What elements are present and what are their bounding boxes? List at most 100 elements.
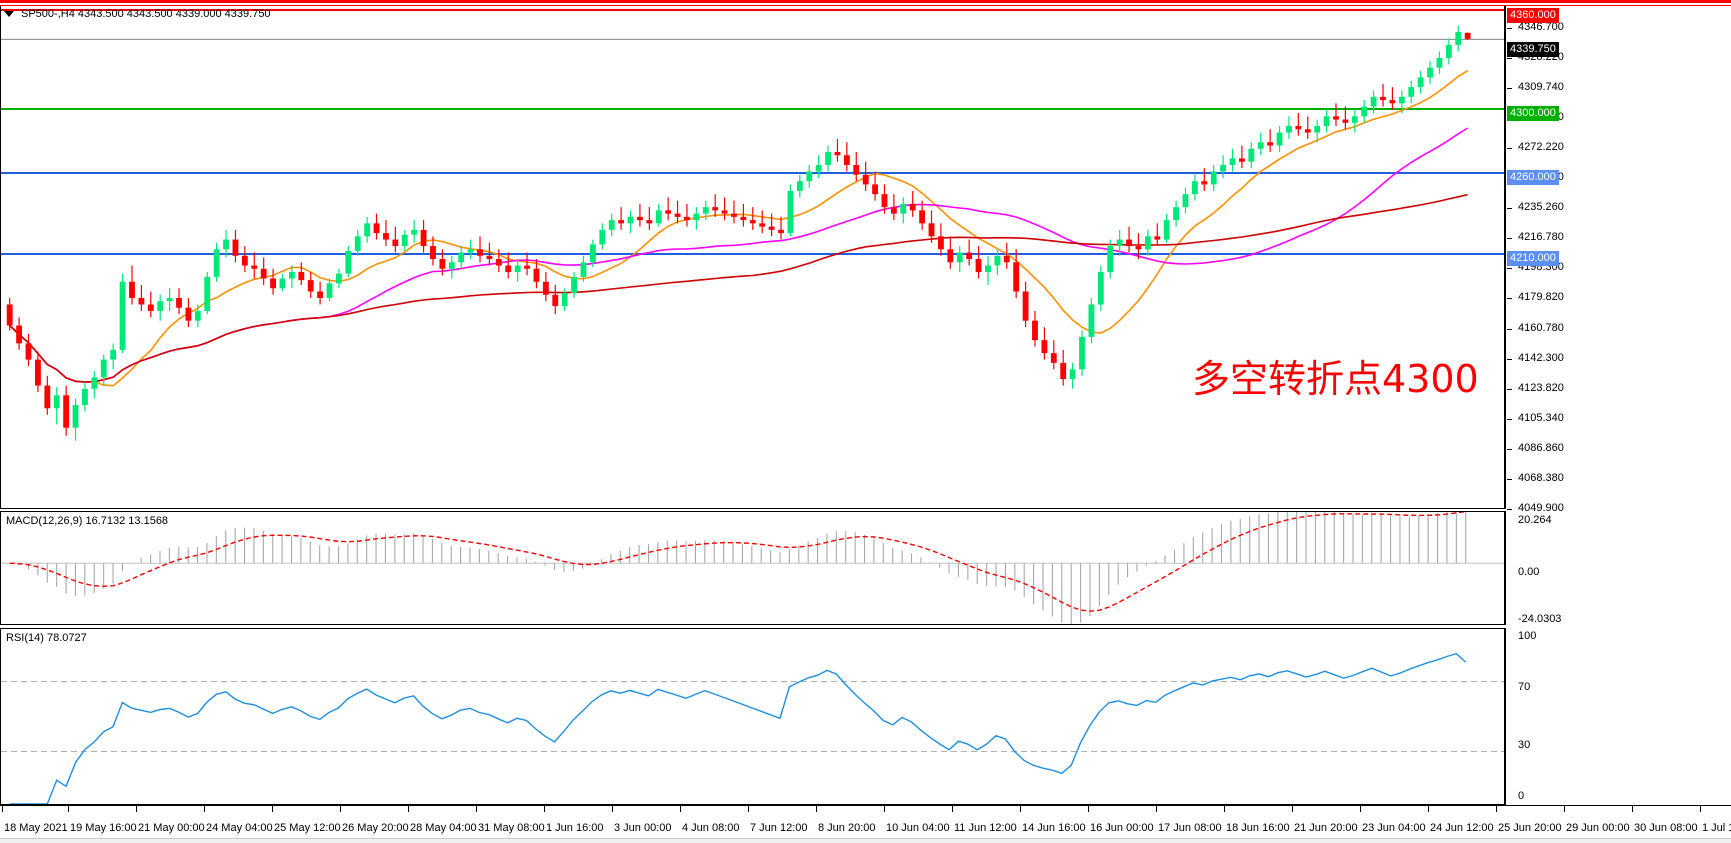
time-axis-tick (680, 806, 681, 812)
time-axis-label: 1 Jun 16:00 (546, 822, 604, 834)
candle-body (956, 252, 963, 263)
time-axis-tick (340, 806, 341, 812)
candle-body (928, 223, 935, 237)
candle-body (900, 203, 907, 214)
candle-body (110, 349, 117, 360)
candle-body (919, 210, 926, 224)
level-line-4210.000[interactable] (1, 253, 1504, 255)
candle-body (627, 216, 634, 224)
candle-body (44, 385, 51, 409)
price-axis-label: 4309.740 (1518, 80, 1564, 93)
price-axis-label: 4216.780 (1518, 231, 1564, 244)
time-axis-label: 17 Jun 08:00 (1158, 822, 1222, 834)
candle-body (223, 239, 229, 250)
candle-body (843, 155, 850, 165)
candle-body (1144, 236, 1151, 250)
price-axis-label: 4235.260 (1518, 201, 1564, 214)
candle-body (1022, 291, 1029, 321)
level-line-4300.000[interactable] (1, 108, 1504, 110)
candle-body (1286, 126, 1292, 133)
candle-body (298, 272, 305, 281)
candle-body (317, 291, 324, 298)
candle-body (1333, 116, 1339, 120)
price-plot-area[interactable] (1, 6, 1504, 508)
chart-title-bar: SP500-,H4 4343.500 4343.500 4339.000 433… (4, 8, 271, 20)
rsi-axis-label: 70 (1518, 681, 1531, 693)
macd-title: MACD(12,26,9) 16.7132 13.1568 (6, 515, 169, 527)
price-tag-4210.000[interactable]: 4210.000 (1507, 251, 1559, 266)
price-axis-label: 4179.820 (1518, 291, 1564, 304)
rsi-plot-area (1, 629, 1504, 804)
time-axis-tick (1020, 806, 1021, 812)
price-tag-4260.000[interactable]: 4260.000 (1507, 170, 1559, 185)
candle-body (1464, 32, 1471, 39)
candle-body (825, 151, 831, 165)
triangle-down-icon[interactable] (4, 11, 14, 17)
candle-body (1097, 272, 1104, 305)
time-axis-label: 14 Jun 16:00 (1022, 822, 1086, 834)
candle-body (665, 210, 672, 214)
candle-body (354, 236, 361, 251)
price-annotation-text: 多空转折点4300 (1192, 357, 1479, 401)
candle-body (740, 216, 747, 221)
candle-body (373, 223, 380, 234)
price-axis[interactable]: 4346.7004328.2204309.7404291.2604272.220… (1505, 6, 1731, 514)
candle-body (589, 244, 596, 263)
price-tag-4300.000[interactable]: 4300.000 (1507, 106, 1559, 121)
time-axis-label: 31 May 08:00 (478, 822, 545, 834)
time-axis-label: 29 Jun 00:00 (1566, 822, 1630, 834)
candle-body (1351, 116, 1358, 123)
rsi-axis-label: 0 (1518, 790, 1525, 802)
axis-tick (1507, 87, 1512, 89)
axis-tick (1507, 449, 1512, 451)
candle-body (1210, 171, 1217, 185)
rsi-axis: 100 70 30 0 (1505, 628, 1731, 805)
candle-body (288, 272, 295, 279)
time-axis-tick (408, 806, 409, 812)
level-line-4260.000[interactable] (1, 172, 1504, 174)
time-axis-tick (272, 806, 273, 812)
time-axis-label: 1 Jul 16:00 (1702, 822, 1731, 834)
macd-plot-area (1, 512, 1504, 624)
axis-tick (1507, 268, 1512, 270)
price-panel[interactable] (0, 6, 1505, 509)
candle-body (1445, 44, 1452, 58)
price-tag-4339.750[interactable]: 4339.750 (1507, 42, 1559, 57)
rsi-title: RSI(14) 78.0727 (6, 632, 87, 644)
candle-body (1267, 142, 1274, 146)
time-axis-label: 18 May 2021 (4, 822, 68, 834)
time-axis-label: 18 Jun 16:00 (1226, 822, 1290, 834)
candle-body (100, 359, 107, 378)
time-axis[interactable]: 18 May 2021 19 May 16:00 21 May 00:00 24 Ma… (0, 805, 1731, 843)
candle-body (1220, 164, 1227, 172)
candle-body (129, 281, 135, 298)
candle-body (345, 250, 352, 274)
candle-body (1257, 142, 1264, 149)
candle-body (53, 395, 60, 409)
axis-tick (1507, 509, 1512, 510)
time-axis-tick (952, 806, 953, 812)
macd-panel[interactable]: MACD(12,26,9) 16.7132 13.1568 (0, 511, 1505, 625)
candle-body (542, 281, 549, 295)
candle-body (1436, 57, 1443, 68)
time-axis-tick (748, 806, 749, 812)
axis-tick (1507, 419, 1512, 421)
candle-body (524, 265, 530, 269)
axis-tick (1507, 57, 1512, 59)
candle-body (25, 343, 32, 360)
candle-body (890, 207, 897, 214)
candle-body (580, 262, 587, 277)
candle-body (947, 249, 954, 263)
candle-body (467, 249, 474, 253)
price-tag-4360.000[interactable]: 4360.000 (1507, 8, 1559, 23)
price-axis-label: 4142.300 (1518, 352, 1564, 365)
candle-body (1032, 320, 1038, 341)
candle-body (336, 273, 342, 284)
candle-body (439, 259, 446, 269)
candle-body (1380, 96, 1386, 101)
candle-body (16, 325, 23, 344)
level-line-4360.000[interactable] (1, 9, 1504, 11)
axis-tick (1507, 298, 1512, 300)
candle-body (1050, 353, 1057, 363)
rsi-panel[interactable]: RSI(14) 78.0727 (0, 628, 1505, 805)
